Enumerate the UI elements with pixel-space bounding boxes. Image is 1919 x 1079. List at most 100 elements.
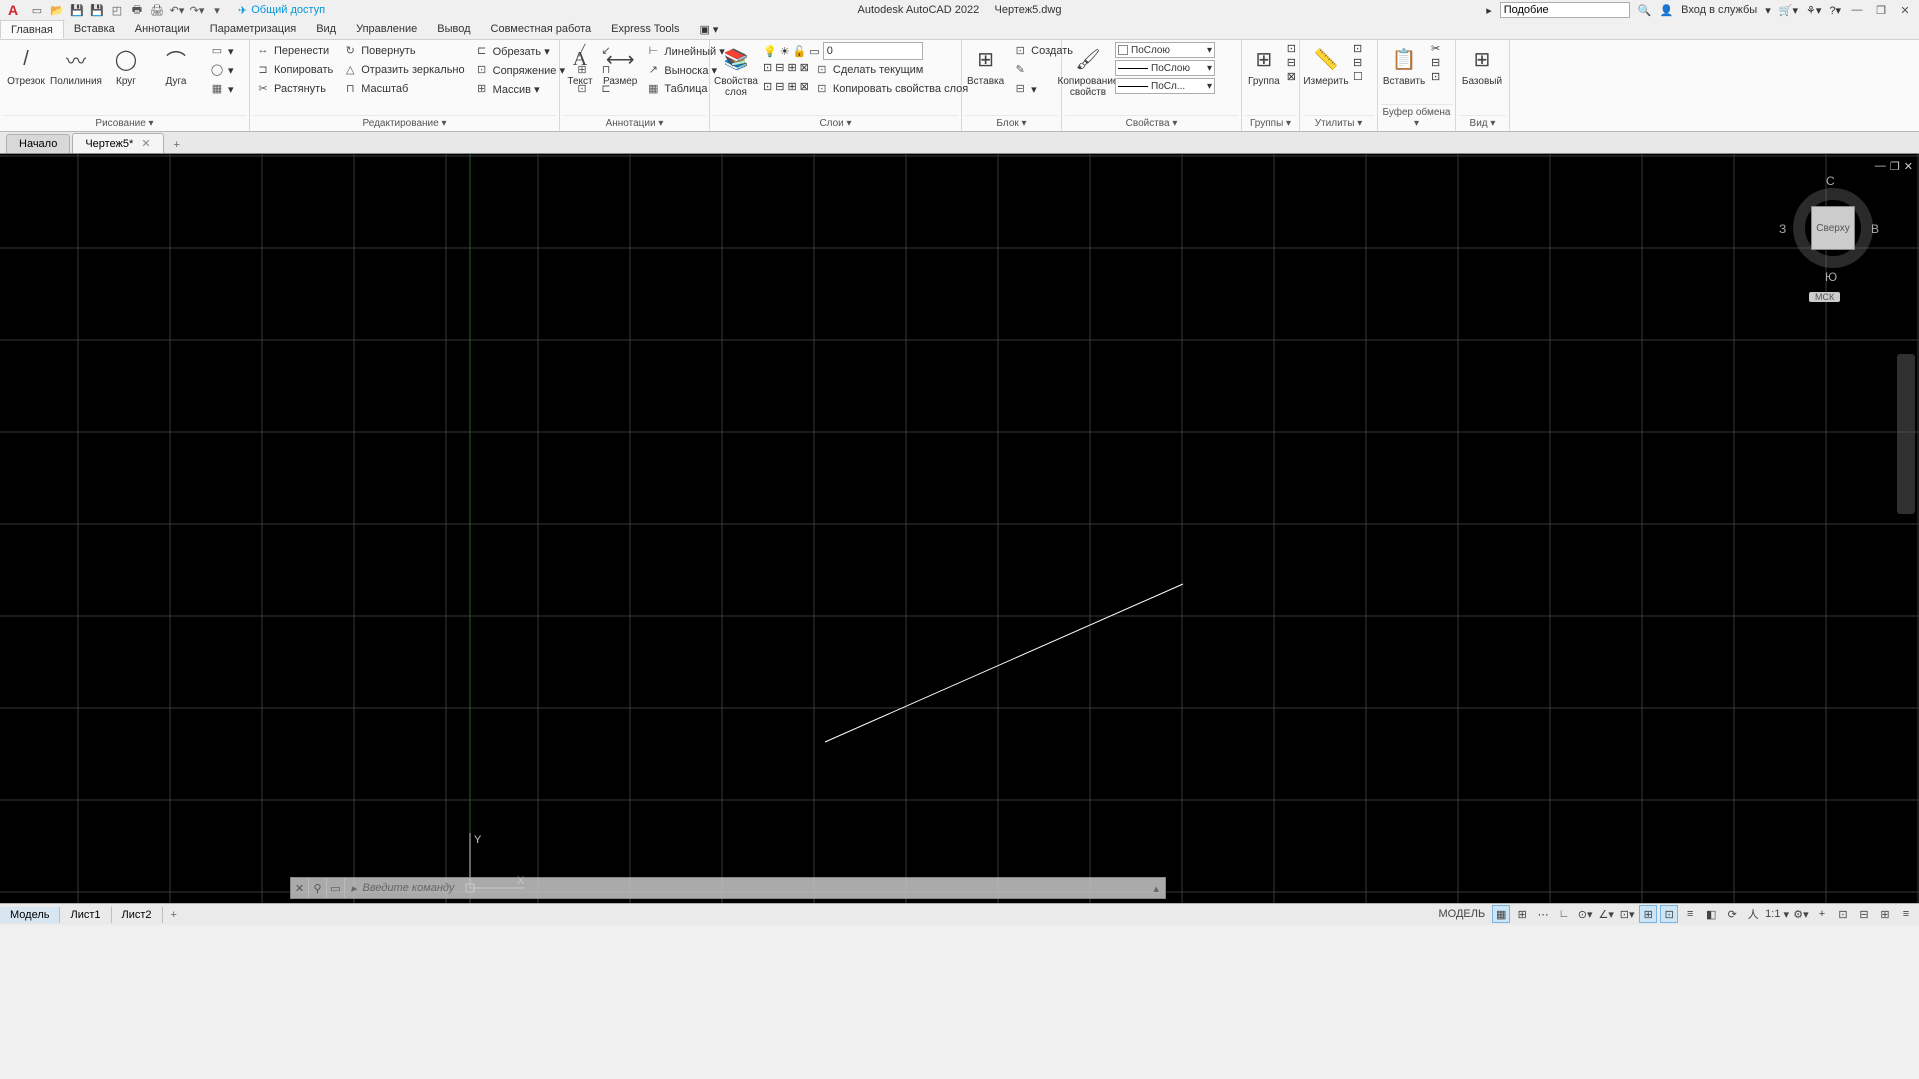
modify-2-0[interactable]: ✂Растянуть	[253, 80, 336, 98]
drawing-canvas[interactable]: XY — ❐ ✕ Сверху С Ю З В МСК ✕ ⚲ ▭ ▸ Введ…	[0, 154, 1919, 925]
viewcube-face[interactable]: Сверху	[1811, 206, 1855, 250]
gear-icon[interactable]: ⚙▾	[1792, 905, 1810, 923]
redo-icon[interactable]: ↷▾	[190, 3, 204, 17]
make-current-button[interactable]: ⊡Сделать текущим	[812, 61, 926, 79]
help-icon[interactable]: ?▾	[1829, 4, 1841, 17]
ribbon-tab-1[interactable]: Вставка	[64, 20, 125, 39]
command-line[interactable]: ✕ ⚲ ▭ ▸ Введите команду ▴	[290, 877, 1166, 899]
layout-tab-2[interactable]: Лист2	[112, 907, 163, 923]
plot-layer-icon[interactable]: ▭	[809, 45, 819, 58]
panel-view-title[interactable]: Вид ▾	[1459, 115, 1506, 131]
l8-icon[interactable]: ⊠	[800, 80, 809, 98]
u2-icon[interactable]: ⊟	[1353, 56, 1363, 69]
l4-icon[interactable]: ⊠	[800, 61, 809, 79]
draw-Круг[interactable]: ◯Круг	[103, 42, 149, 115]
infer-icon[interactable]: ⋯	[1534, 905, 1552, 923]
cut-icon[interactable]: ✂	[1431, 42, 1440, 55]
iso-icon[interactable]: ∠▾	[1597, 905, 1615, 923]
l2-icon[interactable]: ⊟	[775, 61, 784, 79]
search-icon[interactable]: 🔍	[1638, 4, 1652, 17]
sun-icon[interactable]: ☀	[780, 45, 790, 58]
panel-modify-title[interactable]: Редактирование ▾	[253, 115, 556, 131]
view-cube[interactable]: Сверху С Ю З В МСК	[1779, 174, 1879, 304]
save-icon[interactable]: 💾	[70, 3, 84, 17]
ribbon-tab-2[interactable]: Аннотации	[125, 20, 200, 39]
linetype-dropdown[interactable]: ПоСл...▾	[1115, 78, 1215, 94]
draw-Дуга[interactable]: ⌒Дуга	[153, 42, 199, 115]
s2-icon[interactable]: ⊟	[1855, 905, 1873, 923]
mode-label[interactable]: МОДЕЛЬ	[1438, 908, 1485, 920]
search-input[interactable]	[1500, 2, 1630, 18]
open-icon[interactable]: 📂	[50, 3, 64, 17]
l3-icon[interactable]: ⊞	[787, 61, 796, 79]
customize-icon[interactable]: ≡	[1897, 905, 1915, 923]
transp-icon[interactable]: ◧	[1702, 905, 1720, 923]
add-layout-button[interactable]: +	[163, 907, 185, 923]
ribbon-tab-7[interactable]: Совместная работа	[481, 20, 602, 39]
panel-utils-title[interactable]: Утилиты ▾	[1303, 115, 1374, 131]
viewcube-s[interactable]: Ю	[1825, 270, 1837, 284]
add-tab-button[interactable]: +	[166, 137, 188, 153]
cloud-open-icon[interactable]: ◰	[110, 3, 124, 17]
ribbon-tab-0[interactable]: Главная	[0, 20, 64, 39]
panel-draw-title[interactable]: Рисование ▾	[3, 115, 246, 131]
snap-toggle-icon[interactable]: ⊞	[1513, 905, 1531, 923]
measure-button[interactable]: 📏Измерить	[1303, 42, 1349, 115]
saveas-icon[interactable]: 💾	[90, 3, 104, 17]
cmd-expand-icon[interactable]: ▴	[1147, 882, 1165, 895]
modify-0-1[interactable]: ↻Повернуть	[340, 42, 467, 60]
g2-icon[interactable]: ⊟	[1287, 56, 1296, 69]
file-tab-close-1[interactable]: ✕	[141, 137, 150, 150]
polar-icon[interactable]: ⊙▾	[1576, 905, 1594, 923]
share-button[interactable]: ✈ Общий доступ	[238, 4, 325, 17]
l6-icon[interactable]: ⊟	[775, 80, 784, 98]
g1-icon[interactable]: ⊡	[1287, 42, 1296, 55]
file-tab-1[interactable]: Чертеж5*✕	[72, 133, 163, 153]
cmd-config-icon[interactable]: ▭	[327, 878, 345, 898]
undo-icon[interactable]: ↶▾	[170, 3, 184, 17]
ribbon-tab-5[interactable]: Управление	[346, 20, 427, 39]
user-icon[interactable]: 👤	[1659, 4, 1673, 17]
ellipse-button[interactable]: ◯▾	[207, 61, 237, 79]
modify-0-0[interactable]: ↔Перенести	[253, 42, 336, 60]
u1-icon[interactable]: ⊡	[1353, 42, 1363, 55]
vp-close-icon[interactable]: ✕	[1904, 160, 1913, 173]
l7-icon[interactable]: ⊞	[787, 80, 796, 98]
layout-tab-1[interactable]: Лист1	[60, 907, 111, 923]
insert-block-button[interactable]: ⊞Вставка	[965, 42, 1006, 115]
modify-1-0[interactable]: ⊐Копировать	[253, 61, 336, 79]
modify-1-1[interactable]: △Отразить зеркально	[340, 61, 467, 79]
panel-clip-title[interactable]: Буфер обмена ▾	[1381, 104, 1452, 131]
match-layer-button[interactable]: ⊡Копировать свойства слоя	[812, 80, 971, 98]
osnap-icon[interactable]: ⊡▾	[1618, 905, 1636, 923]
hatch-button[interactable]: ▦▾	[207, 80, 237, 98]
panel-block-title[interactable]: Блок ▾	[965, 115, 1058, 131]
cmd-recent-icon[interactable]: ⚲	[309, 878, 327, 898]
s1-icon[interactable]: ⊡	[1834, 905, 1852, 923]
scale-label[interactable]: 1:1	[1765, 908, 1780, 920]
viewcube-n[interactable]: С	[1826, 174, 1835, 188]
paste-button[interactable]: 📋Вставить	[1381, 42, 1427, 104]
annoscale-icon[interactable]: 人	[1744, 905, 1762, 923]
ribbon-tab-extra[interactable]: ▣ ▾	[689, 20, 728, 39]
layer-dropdown[interactable]: 0	[823, 42, 923, 60]
layout-tab-0[interactable]: Модель	[0, 907, 60, 923]
base-view-button[interactable]: ⊞Базовый	[1459, 42, 1505, 115]
viewcube-wcs[interactable]: МСК	[1809, 292, 1840, 302]
g3-icon[interactable]: ⊠	[1287, 70, 1296, 83]
u3-icon[interactable]: ☐	[1353, 70, 1363, 83]
rectangle-button[interactable]: ▭▾	[207, 42, 237, 60]
cycle-icon[interactable]: ⟳	[1723, 905, 1741, 923]
3dosnap-icon[interactable]: ⊞	[1639, 905, 1657, 923]
ribbon-tab-8[interactable]: Express Tools	[601, 20, 689, 39]
text-button[interactable]: AТекст	[563, 42, 597, 115]
l1-icon[interactable]: ⊡	[763, 61, 772, 79]
qat-more-icon[interactable]: ▾	[210, 3, 224, 17]
c3-icon[interactable]: ⊡	[1431, 70, 1440, 83]
lw-toggle-icon[interactable]: ≡	[1681, 905, 1699, 923]
ribbon-tab-6[interactable]: Вывод	[427, 20, 480, 39]
ribbon-tab-3[interactable]: Параметризация	[200, 20, 306, 39]
otrack-icon[interactable]: ⊡	[1660, 905, 1678, 923]
grid-toggle-icon[interactable]: ▦	[1492, 905, 1510, 923]
plot-icon[interactable]: 🖶	[130, 3, 144, 17]
